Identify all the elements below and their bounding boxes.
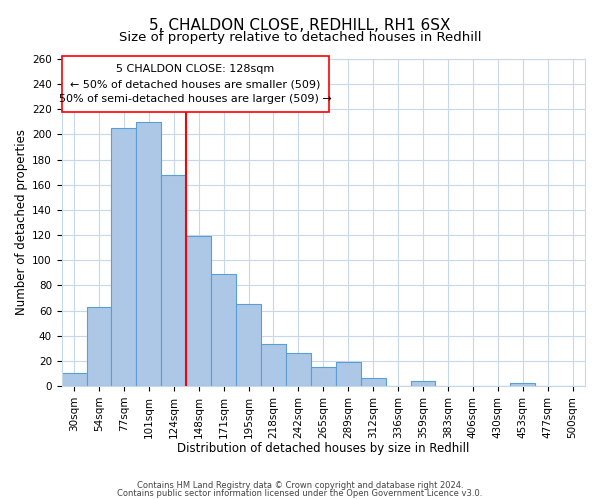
Text: 5, CHALDON CLOSE, REDHILL, RH1 6SX: 5, CHALDON CLOSE, REDHILL, RH1 6SX (149, 18, 451, 32)
Bar (161, 174, 186, 386)
Bar (62, 374, 86, 386)
Bar (211, 274, 236, 386)
Y-axis label: Number of detached properties: Number of detached properties (15, 130, 28, 316)
Text: Contains public sector information licensed under the Open Government Licence v3: Contains public sector information licen… (118, 490, 482, 498)
Bar (410, 381, 436, 386)
X-axis label: Distribution of detached houses by size in Redhill: Distribution of detached houses by size … (177, 442, 470, 455)
Bar (261, 344, 286, 386)
Bar (136, 122, 161, 386)
Text: Contains HM Land Registry data © Crown copyright and database right 2024.: Contains HM Land Registry data © Crown c… (137, 482, 463, 490)
Bar (112, 128, 136, 386)
Bar (510, 384, 535, 386)
Bar (86, 307, 112, 386)
Text: 5 CHALDON CLOSE: 128sqm
← 50% of detached houses are smaller (509)
50% of semi-d: 5 CHALDON CLOSE: 128sqm ← 50% of detache… (59, 64, 331, 104)
Bar (361, 378, 386, 386)
Bar (286, 354, 311, 386)
Text: Size of property relative to detached houses in Redhill: Size of property relative to detached ho… (119, 31, 481, 44)
Bar (311, 367, 336, 386)
Bar (186, 236, 211, 386)
Bar (336, 362, 361, 386)
Bar (236, 304, 261, 386)
